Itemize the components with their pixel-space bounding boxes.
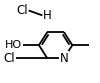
Text: N: N: [60, 52, 68, 65]
Text: HO: HO: [5, 40, 22, 50]
Text: H: H: [43, 9, 52, 22]
Text: Cl: Cl: [4, 52, 15, 65]
Text: Cl: Cl: [16, 4, 28, 17]
